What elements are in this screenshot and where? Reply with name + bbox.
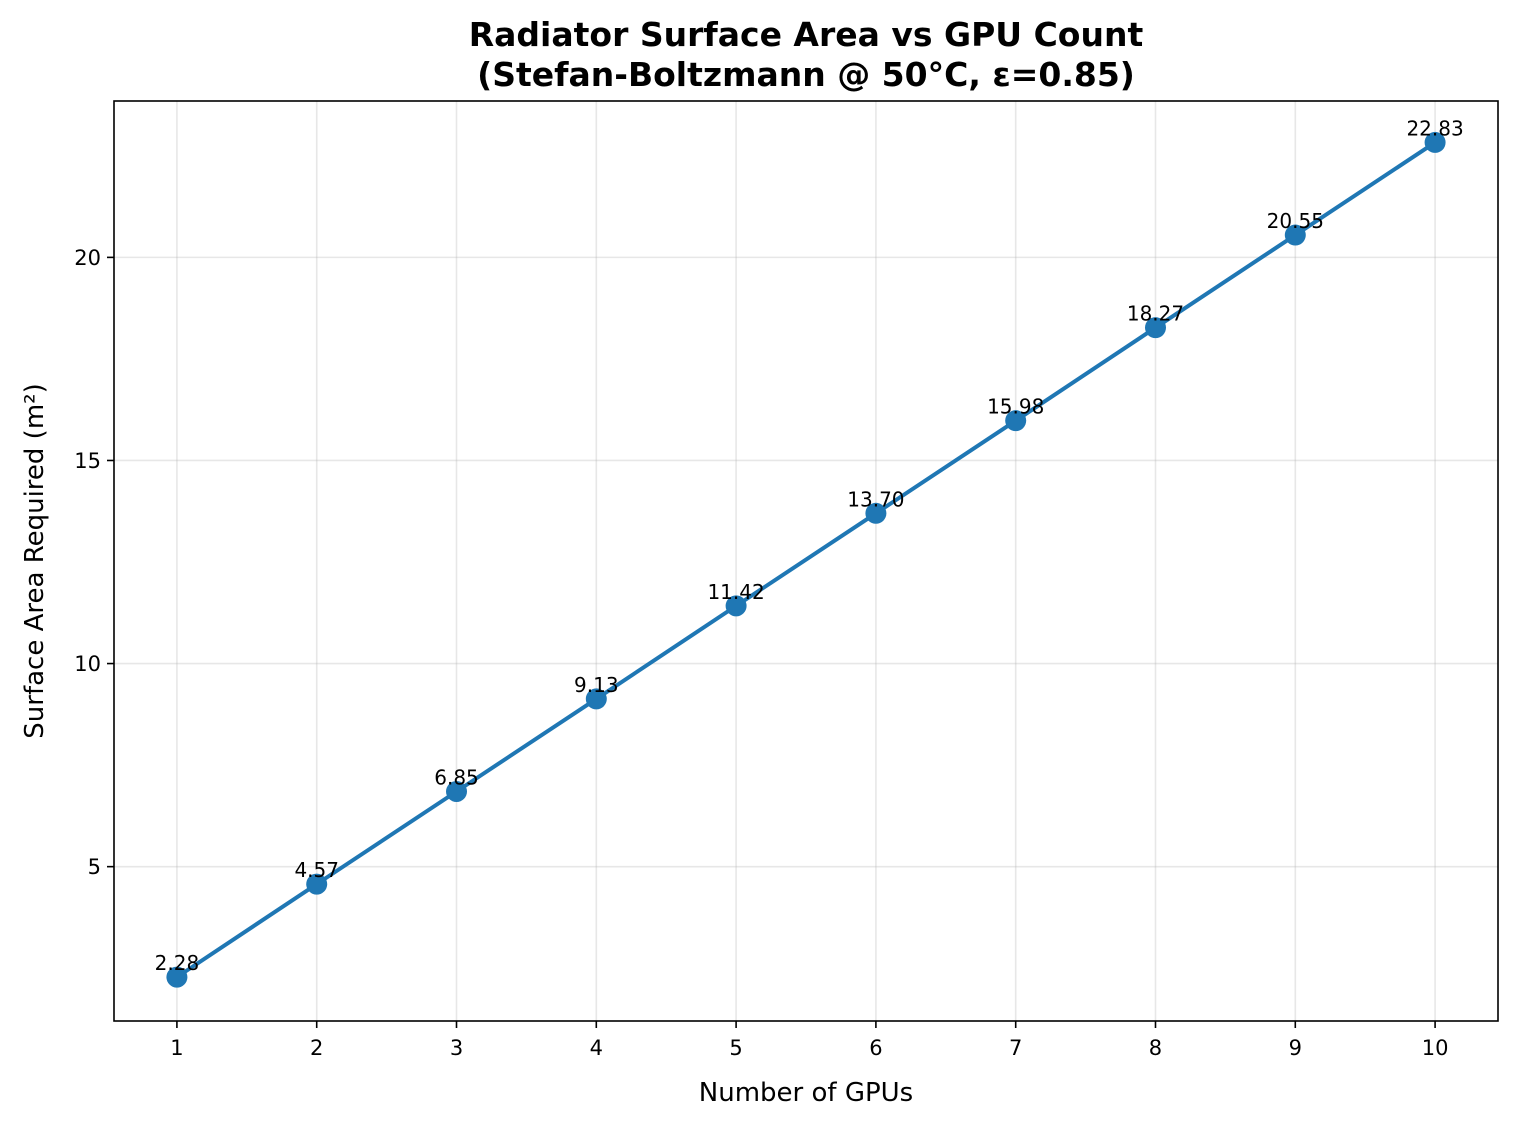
data-label: 15.98	[987, 395, 1044, 419]
data-point	[585, 688, 607, 710]
chart-title: Radiator Surface Area vs GPU Count	[469, 15, 1144, 54]
data-label: 9.13	[574, 673, 619, 697]
chart-subtitle: (Stefan-Boltzmann @ 50°C, ε=0.85)	[477, 55, 1135, 94]
x-tick-label: 6	[869, 1036, 882, 1060]
data-point	[166, 966, 188, 988]
x-tick-label: 5	[729, 1036, 742, 1060]
data-point	[1424, 131, 1446, 153]
axis-ticks: 1 2 3 4 5 6 7 8 9 10 5 10 15 20	[74, 246, 1448, 1060]
axes-frame	[113, 100, 1499, 1022]
plot-series	[166, 131, 1446, 988]
data-label: 11.42	[707, 580, 764, 604]
series-line	[174, 140, 1438, 980]
x-tick-label: 7	[1009, 1036, 1022, 1060]
y-tick-label: 20	[74, 246, 101, 270]
data-labels: 2.28 4.57 6.85 9.13 11.42 13.70 15.98 18.27 20.5…	[155, 116, 1464, 975]
data-label: 13.70	[847, 487, 904, 511]
x-tick-label: 10	[1422, 1036, 1449, 1060]
data-label: 4.57	[294, 858, 339, 882]
data-label: 2.28	[155, 951, 200, 975]
data-point	[1284, 224, 1306, 246]
data-label: 22.83	[1406, 116, 1463, 140]
x-tick-label: 8	[1149, 1036, 1162, 1060]
data-point	[1005, 410, 1027, 432]
x-axis-label: Number of GPUs	[699, 1078, 913, 1108]
data-point	[725, 595, 747, 617]
data-label: 6.85	[434, 766, 479, 790]
data-point	[306, 873, 328, 895]
data-point	[865, 502, 887, 524]
x-tick-label: 3	[450, 1036, 463, 1060]
x-tick-label: 9	[1289, 1036, 1302, 1060]
data-point	[1144, 317, 1166, 339]
data-label: 18.27	[1127, 302, 1184, 326]
x-tick-label: 1	[170, 1036, 183, 1060]
y-tick-label: 5	[88, 855, 101, 879]
y-axis-label: Surface Area Required (m²)	[20, 383, 50, 738]
data-point	[446, 781, 468, 803]
y-tick-label: 15	[74, 449, 101, 473]
data-label: 20.55	[1267, 209, 1324, 233]
x-tick-label: 4	[590, 1036, 603, 1060]
y-tick-label: 10	[74, 652, 101, 676]
x-tick-label: 2	[310, 1036, 323, 1060]
